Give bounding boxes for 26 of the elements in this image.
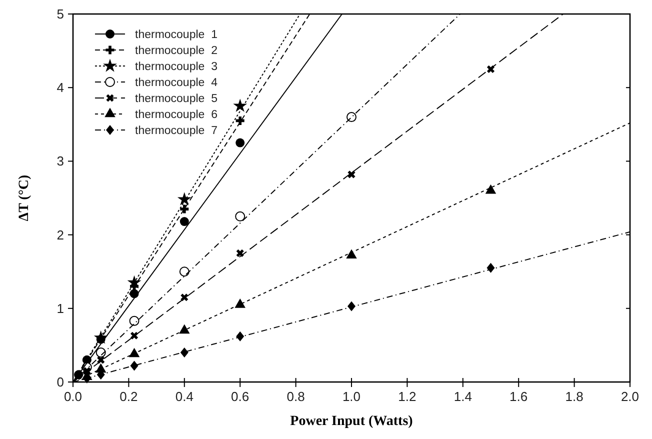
x-tick-label: 1.4 [454, 389, 472, 404]
legend-label: thermocouple 5 [135, 93, 218, 105]
x-tick-label: 1.6 [510, 389, 528, 404]
legend-label: thermocouple 2 [135, 45, 218, 57]
x-tick-label: 1.2 [398, 389, 416, 404]
y-tick-label: 5 [56, 6, 64, 22]
x-axis-title: Power Input (Watts) [290, 414, 414, 429]
y-tick-label: 2 [56, 227, 64, 242]
y-tick-label: 3 [56, 154, 64, 169]
x-tick-label: 1.0 [342, 389, 361, 404]
y-axis-title: ΔT (°C) [17, 174, 32, 222]
x-tick-label: 2.0 [620, 389, 640, 404]
x-tick-label: 0.0 [64, 389, 82, 404]
legend-label: thermocouple 3 [135, 61, 218, 73]
x-tick-label: 1.8 [565, 389, 584, 404]
x-tick-label: 0.6 [231, 389, 250, 404]
y-tick-label: 0 [56, 374, 64, 390]
legend-label: thermocouple 7 [135, 125, 218, 137]
x-tick-label: 0.4 [175, 389, 194, 404]
legend-label: thermocouple 4 [135, 77, 218, 89]
x-tick-label: 0.8 [286, 389, 305, 404]
y-tick-label: 1 [56, 300, 64, 316]
legend-label: thermocouple 6 [135, 109, 218, 121]
x-tick-label: 0.2 [120, 389, 138, 404]
legend-label: thermocouple 1 [135, 29, 218, 41]
y-tick-label: 4 [56, 80, 64, 96]
